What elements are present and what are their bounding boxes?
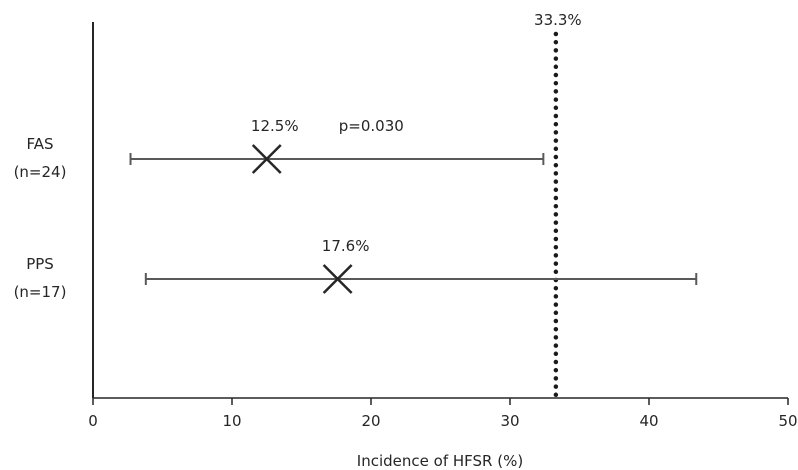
category-label-n: (n=24) bbox=[14, 163, 67, 181]
category-label-name: FAS bbox=[26, 135, 53, 153]
x-tick-label: 50 bbox=[778, 412, 797, 430]
x-tick-label: 30 bbox=[500, 412, 519, 430]
x-tick-label: 0 bbox=[88, 412, 98, 430]
marks: 12.5% p=0.030 17.6% bbox=[129, 117, 698, 294]
point-value-label: 12.5% bbox=[251, 117, 299, 135]
point-marker bbox=[322, 264, 353, 294]
category-label-name: PPS bbox=[26, 255, 54, 273]
point-value-label: 17.6% bbox=[322, 237, 370, 255]
x-tick-label: 10 bbox=[222, 412, 241, 430]
x-tick-label: 40 bbox=[639, 412, 658, 430]
reference-group: 33.3% bbox=[534, 11, 582, 399]
x-axis-title: Incidence of HFSR (%) bbox=[357, 452, 523, 470]
axes: 0 10 20 30 40 50 FAS (n=24) PPS (n=17) bbox=[14, 22, 798, 430]
x-tick-label: 20 bbox=[361, 412, 380, 430]
reference-label: 33.3% bbox=[534, 11, 582, 29]
category-label-n: (n=17) bbox=[14, 283, 67, 301]
point-marker bbox=[251, 144, 282, 174]
p-value-label: p=0.030 bbox=[339, 117, 404, 135]
